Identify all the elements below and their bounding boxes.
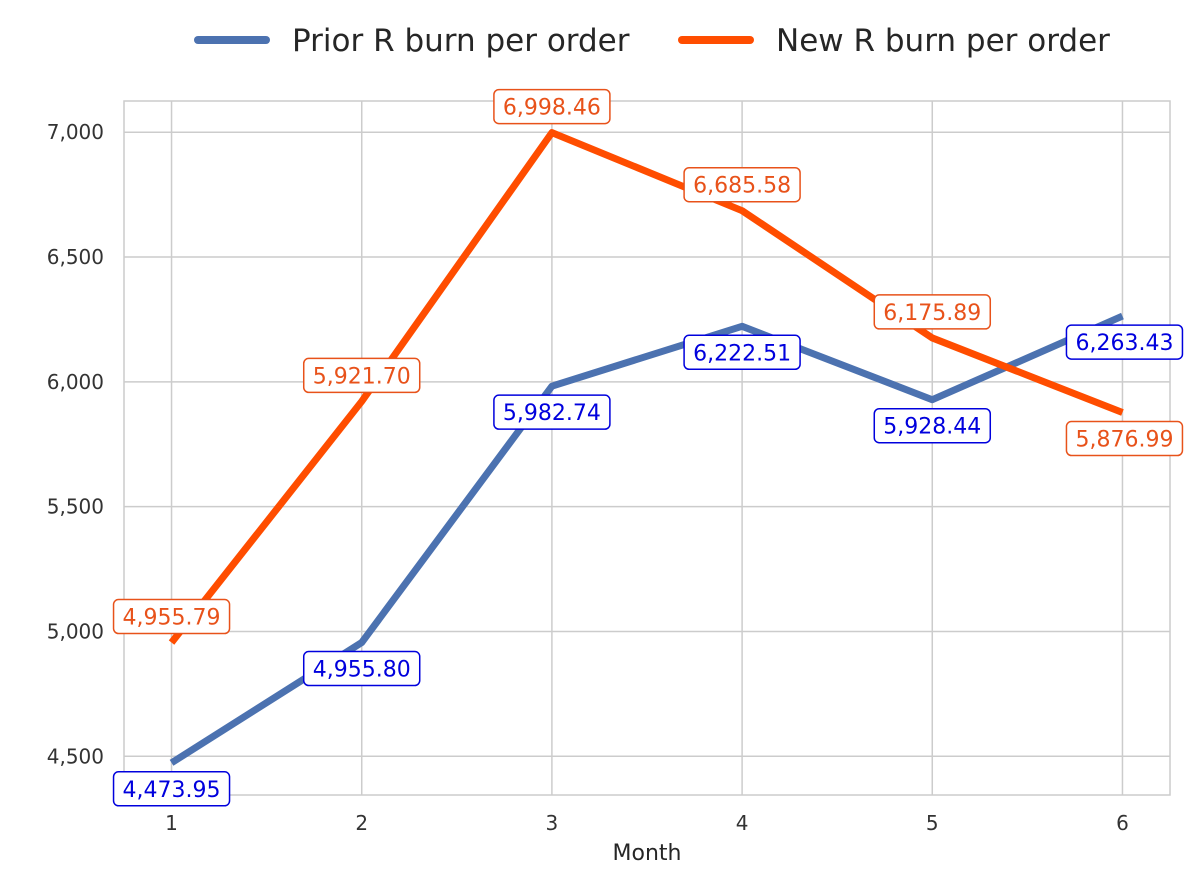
data-label-box [493, 394, 611, 430]
data-label-box [302, 357, 421, 394]
data-label: 6,222.51 [683, 334, 801, 371]
data-label: 6,175.89 [873, 294, 992, 330]
y-tick-label: 6,500 [47, 245, 104, 269]
data-label-box [873, 294, 992, 330]
data-label: 4,955.80 [302, 650, 421, 687]
data-label: 6,998.46 [493, 88, 611, 125]
data-label-box [112, 771, 231, 807]
data-label: 5,928.44 [873, 407, 992, 444]
legend: Prior R burn per order New R burn per ord… [194, 23, 1110, 59]
grid-lines [124, 101, 1170, 795]
data-label-text: 6,685.58 [693, 174, 791, 199]
y-tick-label: 5,500 [47, 495, 104, 519]
x-tick-label: 4 [736, 811, 749, 835]
y-tick-label: 7,000 [47, 120, 104, 144]
data-label: 6,263.43 [1065, 324, 1184, 360]
data-label-text: 6,222.51 [693, 341, 791, 366]
data-label-text: 6,175.89 [883, 301, 981, 326]
data-label: 6,685.58 [683, 166, 801, 203]
data-label-text: 5,921.70 [313, 364, 411, 389]
x-tick-label: 1 [165, 811, 178, 835]
data-label-text: 5,928.44 [883, 415, 981, 440]
data-label-box [112, 598, 231, 635]
data-label-text: 6,998.46 [503, 96, 601, 121]
tick-labels: 1 2 3 4 5 6 4,500 5,000 5,500 6,000 6,500 7,000 [47, 120, 1129, 835]
legend-label: Prior R burn per order [292, 23, 630, 59]
data-label: 4,473.95 [112, 771, 231, 807]
y-tick-label: 4,500 [47, 744, 104, 768]
data-label: 5,921.70 [302, 357, 421, 394]
data-label-box [1065, 420, 1184, 457]
data-label-box [683, 334, 801, 371]
legend-label: New R burn per order [776, 23, 1110, 59]
data-label-text: 4,955.80 [313, 658, 411, 683]
x-tick-label: 3 [546, 811, 559, 835]
data-label-box [683, 166, 801, 203]
data-label-text: 6,263.43 [1075, 331, 1173, 356]
data-labels: 4,473.95 4,955.80 5,982.74 6,222.51 5,928.44… [112, 88, 1184, 807]
data-label: 5,982.74 [493, 394, 611, 430]
data-label-box [873, 407, 992, 444]
data-label: 4,955.79 [112, 598, 231, 635]
data-label: 5,876.99 [1065, 420, 1184, 457]
data-label-box [1065, 324, 1184, 360]
data-label-text: 5,982.74 [503, 401, 601, 426]
x-tick-label: 2 [355, 811, 368, 835]
data-label-box [493, 88, 611, 125]
x-axis-title: Month [613, 841, 682, 866]
y-tick-label: 6,000 [47, 370, 104, 394]
data-label-text: 4,955.79 [123, 606, 221, 631]
data-label-text: 5,876.99 [1075, 428, 1173, 453]
data-label-text: 4,473.95 [123, 778, 221, 803]
x-tick-label: 5 [926, 811, 939, 835]
x-tick-label: 6 [1116, 811, 1129, 835]
series-line-2 [168, 129, 1124, 645]
data-label-box [302, 650, 421, 687]
y-tick-label: 5,000 [47, 619, 104, 643]
